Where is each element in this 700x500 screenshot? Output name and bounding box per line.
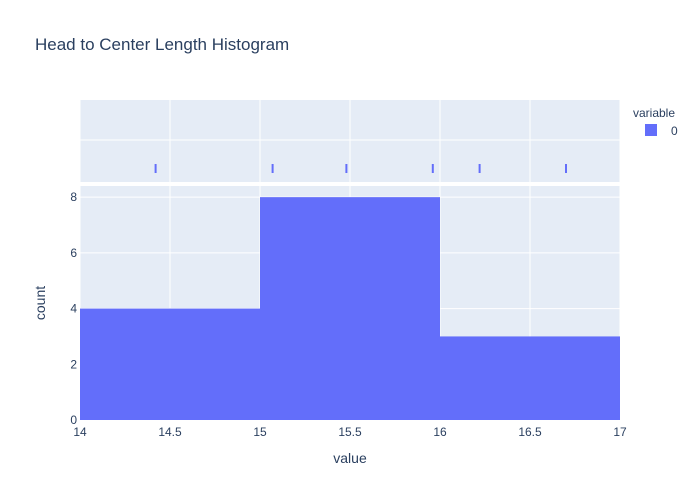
- y-tick-label: 8: [70, 190, 77, 204]
- legend-entry-0[interactable]: 0: [671, 124, 678, 138]
- x-tick-labels: 14 14.5 15 15.5 16 16.5 17: [73, 425, 627, 439]
- histogram-bars: [80, 197, 620, 420]
- legend-title: variable: [633, 106, 675, 120]
- y-axis-label: count: [32, 286, 48, 320]
- x-tick-label: 14.5: [158, 425, 182, 439]
- x-tick-label: 16.5: [518, 425, 542, 439]
- histogram-bar-0[interactable]: [80, 308, 260, 420]
- histogram-bar-2[interactable]: [440, 336, 620, 420]
- legend: variable 0: [633, 106, 678, 138]
- rug-gridlines: [79, 100, 621, 182]
- x-tick-label: 15.5: [338, 425, 362, 439]
- y-tick-label: 6: [70, 246, 77, 260]
- histogram-bar-1[interactable]: [260, 197, 440, 420]
- y-tick-label: 0: [70, 413, 77, 427]
- x-tick-label: 16: [433, 425, 447, 439]
- x-tick-label: 15: [253, 425, 267, 439]
- x-tick-label: 14: [73, 425, 87, 439]
- y-tick-label: 2: [70, 357, 77, 371]
- rug-marks: [154, 164, 567, 173]
- y-tick-labels: 0 2 4 6 8: [70, 190, 77, 427]
- x-tick-label: 17: [613, 425, 627, 439]
- legend-swatch[interactable]: [645, 124, 657, 136]
- x-axis-label: value: [333, 450, 367, 466]
- y-tick-label: 4: [70, 302, 77, 316]
- chart-title: Head to Center Length Histogram: [35, 35, 289, 54]
